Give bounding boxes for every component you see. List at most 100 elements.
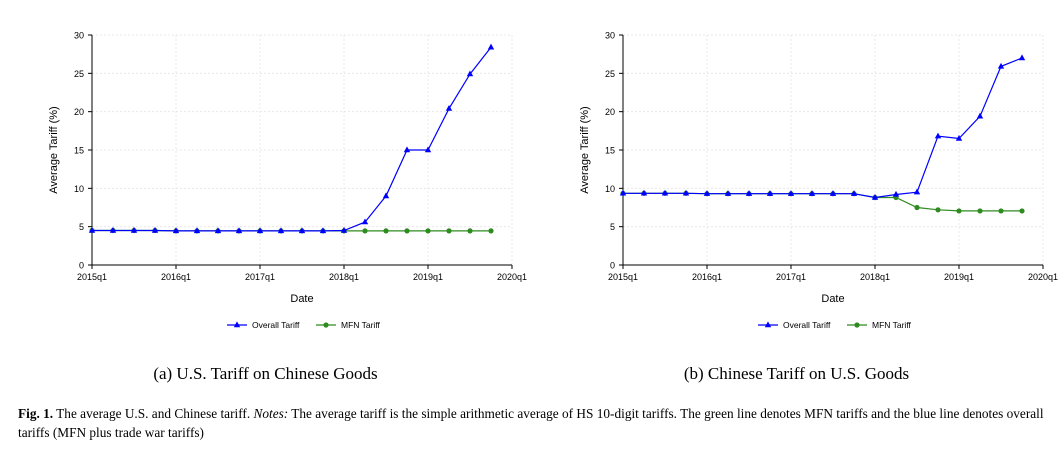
chart-a-mfn-point [425, 228, 431, 234]
chart-b-y-tick-label: 5 [610, 222, 615, 232]
chart-b-overall-line [623, 57, 1023, 199]
chart-a-y-axis-label: Average Tariff (%) [48, 106, 60, 193]
subcaption-b: (b) Chinese Tariff on U.S. Goods [683, 364, 910, 383]
chart-a-y-tick-label: 30 [74, 31, 84, 41]
chart-a-overall-point [88, 226, 96, 233]
chart-a-overall-point [382, 192, 390, 199]
chart-a-legend-overall-label: Overall Tariff [252, 320, 300, 330]
chart-a-overall-line [92, 46, 492, 232]
chart-a-x-tick-label: 2016q1 [161, 272, 191, 282]
chart-a-y-tick-label: 10 [74, 184, 84, 194]
chart-panel-a: 0 5 10 15 20 25 30 2015q1 2016q1 2017q1 2018q1 2019… [0, 0, 531, 345]
chart-b-y-tick-label: 20 [605, 107, 615, 117]
chart-b-y-axis-label: Average Tariff (%) [579, 106, 591, 193]
chart-a-overall-point [256, 227, 264, 234]
chart-b-overall-point [766, 190, 774, 196]
chart-b-legend-mfn-label: MFN Tariff [872, 320, 912, 330]
chart-b-legend-mfn-marker [854, 322, 860, 328]
figure-label: Fig. 1. [18, 406, 54, 421]
chart-a: 0 5 10 15 20 25 30 2015q1 2016q1 2017q1 2018q1 2019… [48, 31, 527, 331]
chart-a-x-axis-label: Date [290, 293, 313, 305]
chart-b-overall-point [955, 134, 963, 141]
chart-b-y-tick-label: 0 [610, 261, 615, 271]
chart-a-legend-overall-marker [233, 321, 241, 328]
chart-b-mfn-line [623, 192, 1022, 212]
chart-a-mfn-point [362, 228, 368, 234]
chart-a-overall-point [214, 227, 222, 234]
chart-a-overall-point [361, 218, 369, 225]
chart-b-overall-point [724, 190, 732, 196]
chart-a-overall-point [172, 227, 180, 234]
chart-b-mfn-point [956, 208, 962, 214]
caption-notes-label: Notes: [253, 406, 289, 421]
chart-a-overall-point [466, 70, 474, 77]
chart-a-overall-point [151, 226, 159, 233]
chart-b-mfn-point [914, 204, 920, 211]
chart-a-x-tick-label: 2015q1 [77, 272, 107, 282]
chart-b-overall-point [787, 190, 795, 196]
chart-panel-b: 0 5 10 15 20 25 30 2015q1 2016q1 2017q1 2018q1 2019… [531, 0, 1062, 345]
chart-a-overall-point [277, 227, 285, 234]
chart-a-overall-point [193, 227, 201, 234]
chart-a-y-tick-label: 25 [74, 69, 84, 79]
chart-a-overall-point [298, 227, 306, 234]
chart-a-y-tick-label: 15 [74, 146, 84, 156]
chart-b-legend-overall-label: Overall Tariff [783, 320, 831, 330]
chart-b-overall-point [829, 190, 837, 196]
chart-a-y-tick-label: 0 [79, 261, 84, 271]
chart-b: 0 5 10 15 20 25 30 2015q1 2016q1 2017q1 2018q1 2019… [579, 31, 1058, 331]
chart-a-mfn-point [446, 228, 452, 234]
chart-b-y-tick-label: 10 [605, 184, 615, 194]
chart-b-legend-overall-marker [764, 321, 772, 328]
chart-a-mfn-point [488, 228, 494, 234]
figure-caption: Fig. 1. The average U.S. and Chinese tar… [18, 404, 1046, 442]
chart-b-mfn-point [935, 207, 941, 213]
subcaption-a: (a) U.S. Tariff on Chinese Goods [153, 364, 378, 383]
chart-b-overall-point [619, 189, 627, 196]
chart-b-y-tick-label: 25 [605, 69, 615, 79]
chart-a-overall-point [340, 226, 348, 233]
chart-b-x-tick-label: 2020q1 [1028, 272, 1058, 282]
chart-b-x-tick-label: 2019q1 [944, 272, 974, 282]
chart-a-x-tick-label: 2018q1 [329, 272, 359, 282]
chart-a-y-tick-label: 20 [74, 107, 84, 117]
chart-a-mfn-point [404, 228, 410, 234]
chart-b-overall-point [808, 190, 816, 196]
chart-b-x-tick-label: 2018q1 [860, 272, 890, 282]
chart-b-overall-point [934, 132, 942, 139]
chart-a-overall-point [235, 227, 243, 234]
chart-b-y-tick-label: 30 [605, 31, 615, 41]
chart-a-mfn-point [383, 228, 389, 234]
chart-b-mfn-point [1019, 208, 1025, 214]
chart-a-mfn-point [467, 228, 473, 234]
chart-a-x-tick-label: 2017q1 [245, 272, 275, 282]
chart-b-x-tick-label: 2016q1 [692, 272, 722, 282]
chart-b-x-tick-label: 2017q1 [776, 272, 806, 282]
chart-b-mfn-point [998, 208, 1004, 214]
chart-b-overall-point [745, 190, 753, 196]
chart-a-y-tick-label: 5 [79, 222, 84, 232]
chart-b-x-tick-label: 2015q1 [608, 272, 638, 282]
chart-b-x-axis-label: Date [821, 293, 844, 305]
chart-b-overall-point [640, 189, 648, 196]
chart-a-overall-point [319, 227, 327, 234]
chart-b-overall-point [976, 112, 984, 119]
chart-b-overall-point [703, 190, 711, 196]
chart-b-overall-point [997, 62, 1005, 69]
chart-b-overall-point [661, 189, 669, 196]
chart-a-x-tick-label: 2019q1 [413, 272, 443, 282]
caption-text-1: The average U.S. and Chinese tariff. [53, 406, 254, 421]
chart-a-legend-mfn-marker [323, 322, 329, 328]
chart-b-overall-point [682, 189, 690, 196]
chart-a-overall-point [445, 105, 453, 111]
chart-a-overall-point [487, 43, 495, 50]
chart-a-overall-point [403, 146, 411, 153]
chart-b-overall-point [871, 193, 879, 200]
chart-a-legend-mfn-label: MFN Tariff [341, 320, 381, 330]
chart-a-overall-point [130, 226, 138, 233]
chart-a-x-tick-label: 2020q1 [497, 272, 527, 282]
chart-b-overall-point [1018, 54, 1026, 61]
chart-b-overall-point [892, 190, 900, 197]
chart-a-overall-point [424, 146, 432, 153]
chart-b-overall-point [850, 190, 858, 196]
